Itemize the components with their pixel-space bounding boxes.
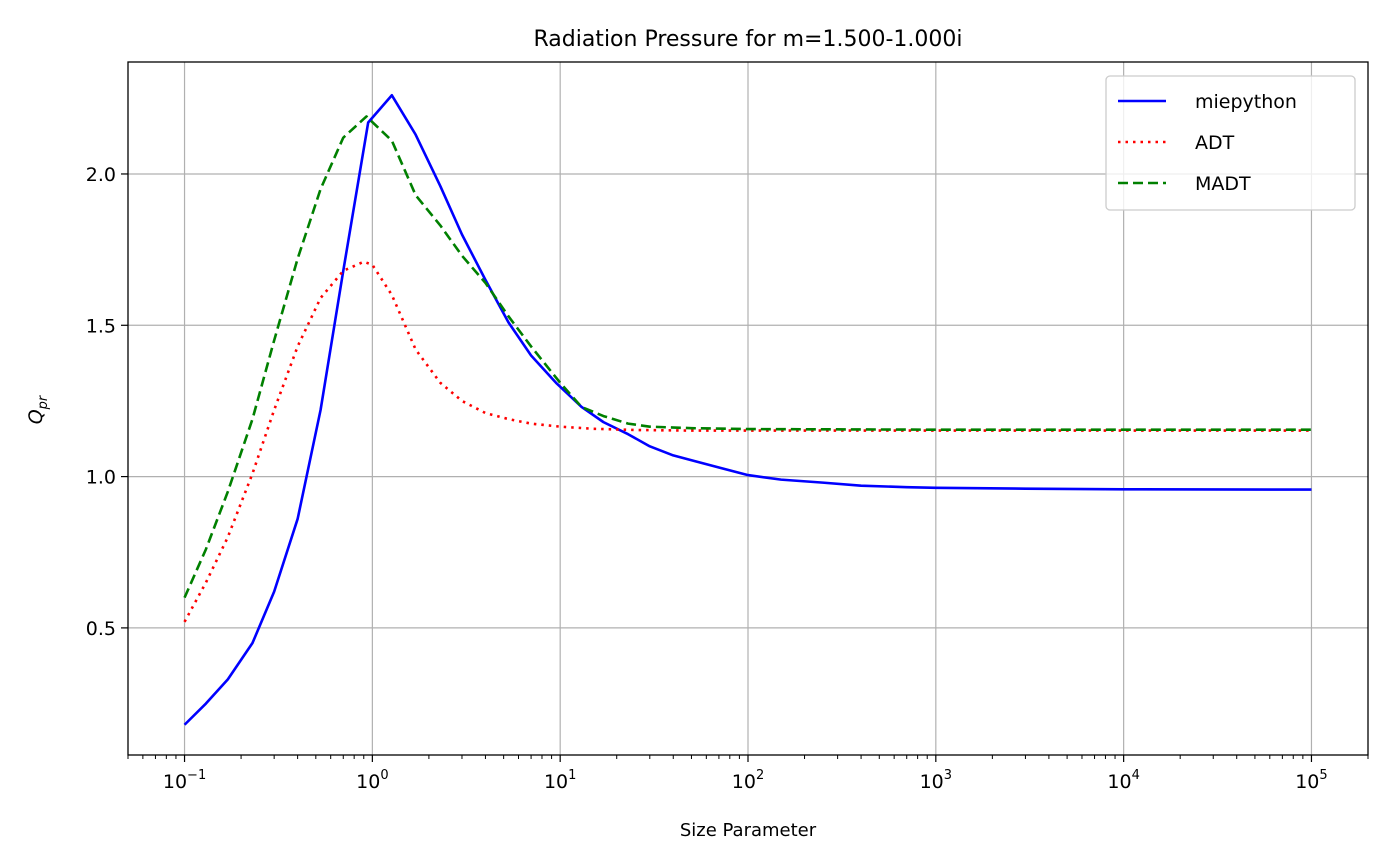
x-tick-label-exponent: 0 <box>380 768 388 783</box>
y-axis-label-subscript: pr <box>36 394 51 410</box>
series-line-miepython <box>183 93 1312 726</box>
y-axis-label: Qpr <box>25 394 51 424</box>
x-tick-label-exponent: 4 <box>1132 768 1140 783</box>
x-axis-label: Size Parameter <box>680 820 817 841</box>
x-tick-label: 101 <box>544 768 576 793</box>
x-tick-label-base: 10 <box>732 771 756 793</box>
y-axis-ticks: 0.5 1.0 1.5 2.0 <box>86 164 128 640</box>
series-line-madt <box>183 115 1312 599</box>
legend-label-madt: MADT <box>1195 173 1251 195</box>
legend-label-adt: ADT <box>1195 132 1235 154</box>
chart-title: Radiation Pressure for m=1.500-1.000i <box>533 27 962 52</box>
x-tick-label: 100 <box>356 768 388 793</box>
plot-series <box>183 93 1312 726</box>
legend-box <box>1105 75 1356 211</box>
x-tick-label-base: 10 <box>544 771 568 793</box>
x-tick-label-base: 10 <box>920 771 944 793</box>
x-tick-label: 103 <box>920 768 952 793</box>
x-tick-label-exponent: 1 <box>568 768 576 783</box>
x-tick-label: 105 <box>1295 768 1327 793</box>
x-tick-label-base: 10 <box>356 771 380 793</box>
y-tick-label: 1.5 <box>86 315 116 337</box>
x-tick-label-exponent: 3 <box>944 768 952 783</box>
x-tick-label-base: 10 <box>1107 771 1131 793</box>
x-tick-label-base: 10 <box>163 771 187 793</box>
x-tick-label-base: 10 <box>1295 771 1319 793</box>
y-axis-label-main: Q <box>25 409 47 424</box>
legend: miepython ADT MADT <box>1105 75 1356 211</box>
x-axis-ticks: 10−1 100 101 102 103 104 105 <box>127 755 1369 793</box>
x-tick-label: 104 <box>1107 768 1139 793</box>
legend-label-miepython: miepython <box>1195 91 1297 113</box>
x-tick-label-exponent: 5 <box>1319 768 1327 783</box>
x-tick-label: 102 <box>732 768 764 793</box>
y-tick-label: 0.5 <box>86 618 116 640</box>
series-line-adt <box>183 260 1312 623</box>
x-tick-label: 10−1 <box>163 768 206 793</box>
x-tick-label-exponent: −1 <box>187 768 206 783</box>
x-tick-label-exponent: 2 <box>756 768 764 783</box>
y-tick-label: 2.0 <box>86 164 116 186</box>
y-tick-label: 1.0 <box>86 467 116 489</box>
